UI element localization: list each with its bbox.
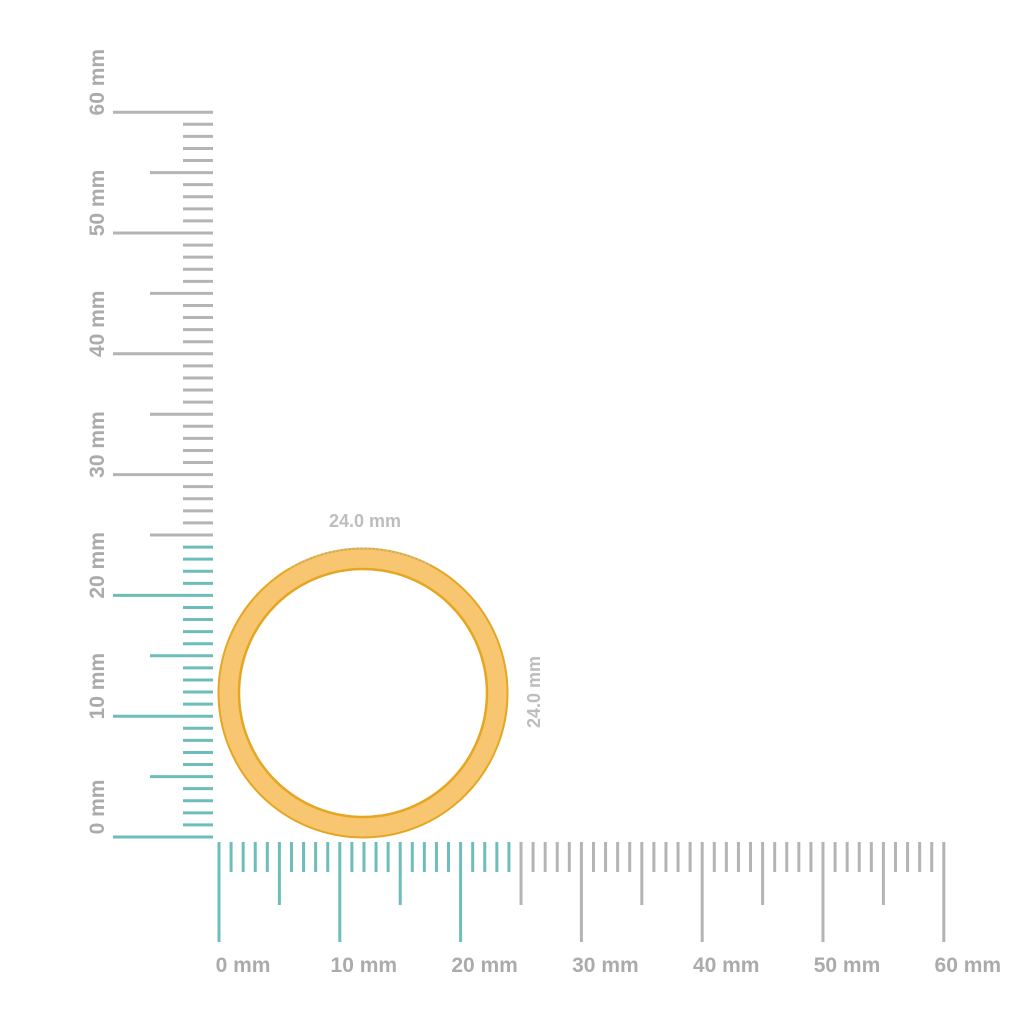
horizontal-ruler xyxy=(217,842,946,942)
ring xyxy=(217,547,509,839)
vertical-label-30mm: 30 mm xyxy=(86,411,109,478)
horizontal-label-10mm: 10 mm xyxy=(331,954,398,977)
ring-width-label: 24.0 mm xyxy=(329,511,401,531)
horizontal-label-60mm: 60 mm xyxy=(935,954,1002,977)
horizontal-label-40mm: 40 mm xyxy=(693,954,760,977)
horizontal-label-0mm: 0 mm xyxy=(216,954,271,977)
vertical-label-40mm: 40 mm xyxy=(86,291,109,358)
horizontal-ruler-labels: 0 mm 10 mm 20 mm 30 mm 40 mm 50 mm 60 mm xyxy=(216,954,1002,977)
ring-inner-edge xyxy=(237,567,489,819)
ring-height-label: 24.0 mm xyxy=(524,656,544,728)
ring-band xyxy=(219,549,507,837)
vertical-ruler xyxy=(113,110,213,839)
vertical-label-50mm: 50 mm xyxy=(86,170,109,237)
vertical-label-0mm: 0 mm xyxy=(86,780,109,835)
horizontal-label-50mm: 50 mm xyxy=(814,954,881,977)
ring-stone-edge xyxy=(289,547,431,569)
vertical-ruler-labels: 0 mm 10 mm 20 mm 30 mm 40 mm 50 mm 60 mm xyxy=(86,49,109,835)
vertical-label-60mm: 60 mm xyxy=(86,49,109,116)
horizontal-label-20mm: 20 mm xyxy=(451,954,518,977)
horizontal-label-30mm: 30 mm xyxy=(572,954,639,977)
vertical-label-10mm: 10 mm xyxy=(86,653,109,720)
vertical-label-20mm: 20 mm xyxy=(86,532,109,599)
